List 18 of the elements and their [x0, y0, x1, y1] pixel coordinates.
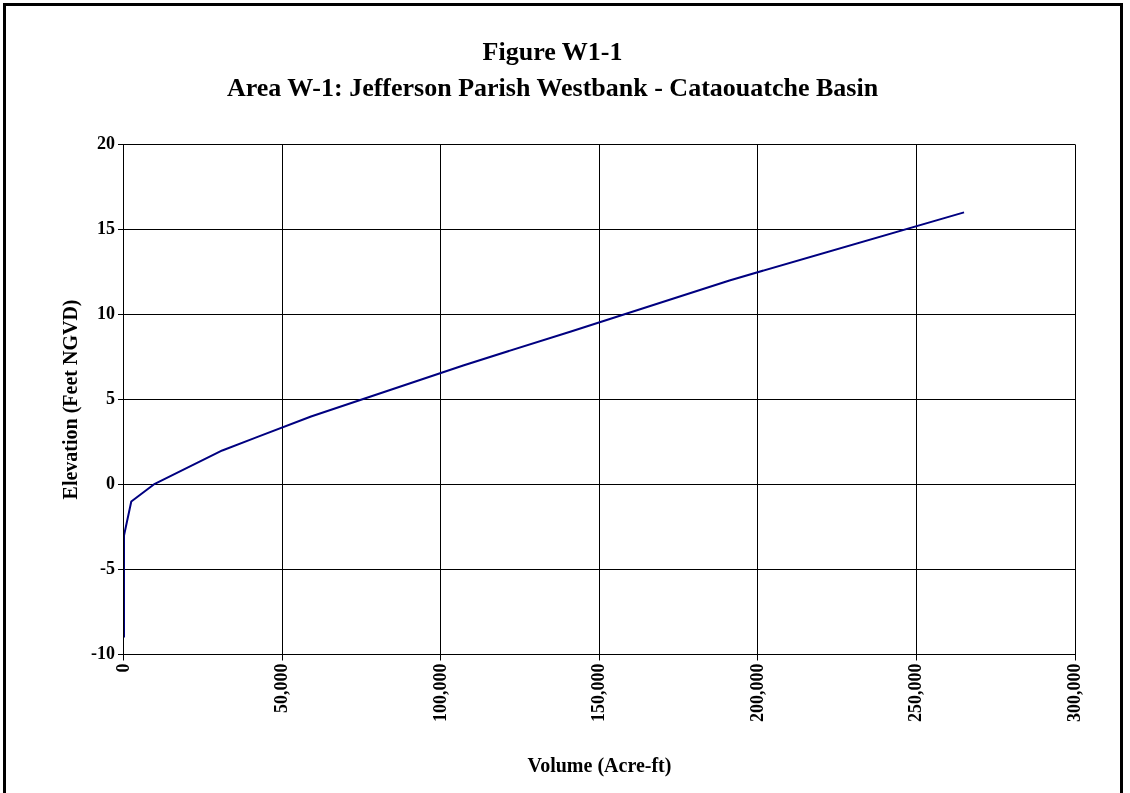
y-tick-label: 0	[105, 473, 115, 494]
x-axis-title: Volume (Acre-ft)	[527, 754, 672, 778]
y-tick-label: -10	[90, 643, 115, 664]
x-tick-label: 100,000	[429, 663, 450, 722]
chart-subtitle: Area W-1: Jefferson Parish Westbank - Cataouatche Basin	[226, 72, 879, 102]
x-tick-label: 50,000	[271, 663, 292, 713]
y-tick-label: 15	[96, 218, 115, 239]
x-tick-label: 150,000	[588, 663, 609, 722]
x-tick-label: 0	[112, 663, 133, 673]
x-tick-label: 200,000	[746, 663, 767, 722]
y-tick-label: 5	[105, 388, 115, 409]
y-axis-title: Elevation (Feet NGVD)	[59, 299, 83, 500]
chart-title: Figure W1-1	[482, 37, 623, 67]
x-tick-label: 250,000	[905, 663, 926, 722]
y-tick-label: 20	[96, 133, 115, 154]
y-tick-label: 10	[96, 303, 115, 324]
y-tick-label: -5	[99, 558, 115, 579]
x-tick-label: 300,000	[1063, 663, 1084, 722]
